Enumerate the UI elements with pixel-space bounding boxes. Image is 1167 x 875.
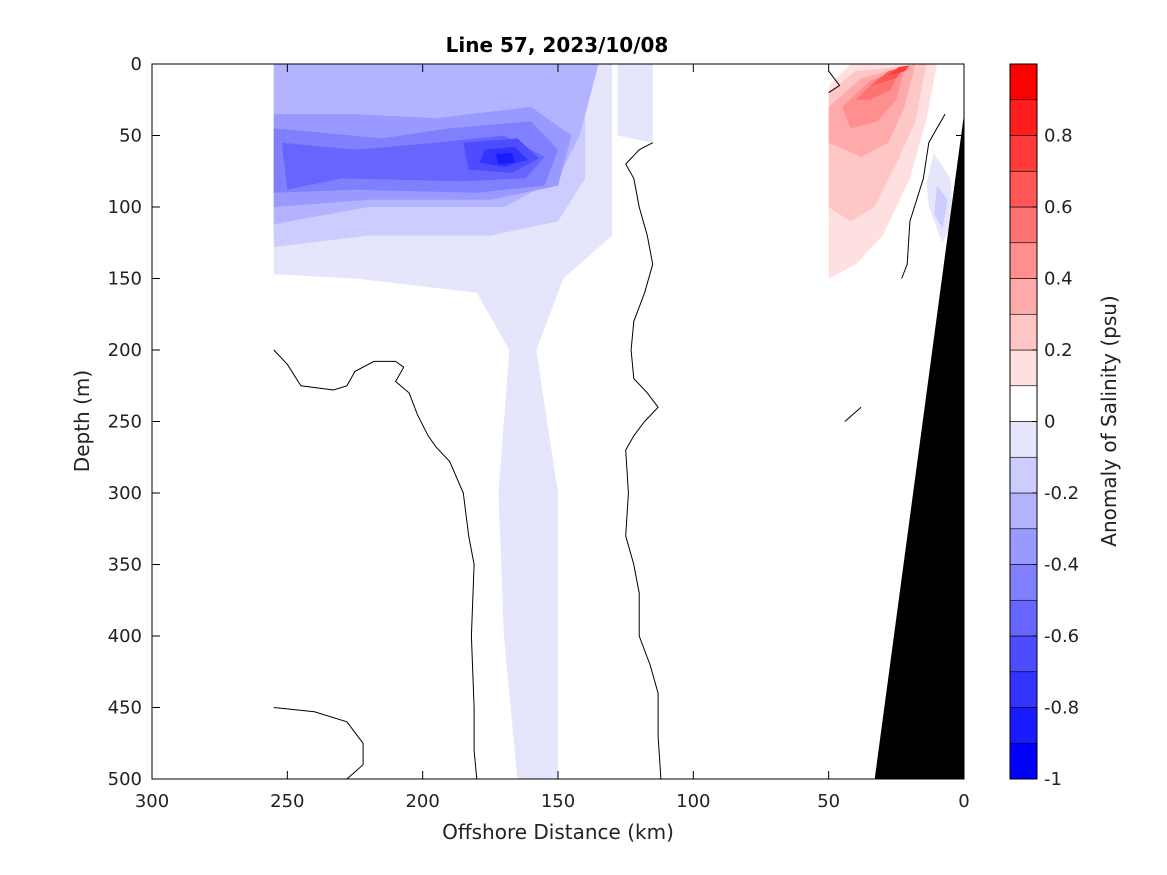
colorbar-band-0: [1009, 742, 1038, 780]
colorbar-band-6: [1009, 528, 1038, 565]
contour-region-13: [647, 142, 653, 207]
colorbar: 0.8 0.6 0.4 0.2 0 -0.2 -0.4 -0.6 -0.8 -1: [1009, 63, 1079, 790]
contour-region-11: [934, 185, 948, 229]
x-axis: 300 250 200 150 100 50 0: [135, 64, 970, 812]
colorbar-band-4: [1009, 599, 1038, 637]
zero-contour-2: [273, 707, 364, 779]
colorbar-tick-label-0: 0.8: [1044, 126, 1073, 147]
colorbar-tick-label-9: -1: [1044, 769, 1062, 790]
zero-contour-3: [828, 70, 841, 94]
colorbar-band-9: [1009, 421, 1038, 458]
salinity-contours: [273, 64, 954, 779]
y-tick-label-0: 0: [131, 54, 142, 75]
plot-area: [151, 63, 965, 780]
colorbar-tick-label-2: 0.4: [1044, 269, 1073, 290]
x-tick-label-5: 50: [817, 791, 840, 812]
y-tick-label-1: 50: [119, 126, 142, 147]
colorbar-tick-label-4: 0: [1044, 412, 1055, 433]
contour-region-9: [495, 152, 515, 165]
colorbar-band-18: [1009, 99, 1038, 136]
x-tick-label-0: 300: [135, 791, 169, 812]
y-tick-label-6: 300: [108, 483, 142, 504]
colorbar-tick-label-8: -0.8: [1044, 698, 1079, 719]
colorbar-band-2: [1009, 671, 1038, 708]
x-tick-label-4: 100: [676, 791, 710, 812]
colorbar-band-12: [1009, 313, 1038, 351]
colorbar-band-15: [1009, 206, 1038, 244]
colorbar-band-7: [1009, 492, 1038, 530]
colorbar-band-17: [1009, 135, 1038, 172]
chart-title: Line 57, 2023/10/08: [446, 33, 669, 57]
y-axis: 0 50 100 150 200 250 300 350 400 450 500: [108, 54, 964, 790]
colorbar-band-19: [1009, 63, 1038, 101]
y-tick-label-3: 150: [108, 269, 142, 290]
zero-contour-1: [625, 142, 662, 779]
colorbar-band-14: [1009, 242, 1038, 279]
zero-contour-5: [844, 406, 862, 422]
zero-contour-0: [273, 349, 478, 779]
colorbar-band-1: [1009, 707, 1038, 744]
seafloor-polygon: [874, 114, 964, 779]
colorbar-band-10: [1009, 385, 1038, 422]
colorbar-tick-label-7: -0.6: [1044, 626, 1079, 647]
colorbar-tick-label-3: 0.2: [1044, 340, 1073, 361]
y-tick-label-7: 350: [108, 555, 142, 576]
colorbar-label: Anomaly of Salinity (psu): [1097, 295, 1121, 546]
colorbar-band-16: [1009, 170, 1038, 208]
seafloor-mask: [874, 114, 964, 779]
x-tick-label-6: 0: [958, 791, 969, 812]
y-tick-label-5: 250: [108, 412, 142, 433]
y-tick-label-2: 100: [108, 197, 142, 218]
x-tick-label-2: 200: [405, 791, 439, 812]
colorbar-band-3: [1009, 635, 1038, 673]
contour-region-0: [273, 64, 613, 779]
colorbar-tick-label-6: -0.4: [1044, 555, 1079, 576]
colorbar-band-8: [1009, 456, 1038, 494]
colorbar-band-5: [1009, 564, 1038, 601]
colorbar-tick-label-5: -0.2: [1044, 483, 1079, 504]
x-tick-label-1: 250: [270, 791, 304, 812]
colorbar-band-11: [1009, 349, 1038, 387]
y-tick-label-10: 500: [108, 769, 142, 790]
x-axis-label: Offshore Distance (km): [442, 820, 674, 844]
colorbar-band-13: [1009, 278, 1038, 315]
contour-region-1: [617, 64, 653, 143]
y-tick-label-9: 450: [108, 698, 142, 719]
contour-region-20: [888, 65, 910, 76]
y-tick-label-4: 200: [108, 340, 142, 361]
y-tick-label-8: 400: [108, 626, 142, 647]
x-tick-label-3: 150: [541, 791, 575, 812]
zero-contour-4: [901, 113, 946, 279]
colorbar-tick-label-1: 0.6: [1044, 197, 1073, 218]
y-axis-label: Depth (m): [70, 370, 94, 472]
zero-contour-lines: [273, 70, 946, 779]
